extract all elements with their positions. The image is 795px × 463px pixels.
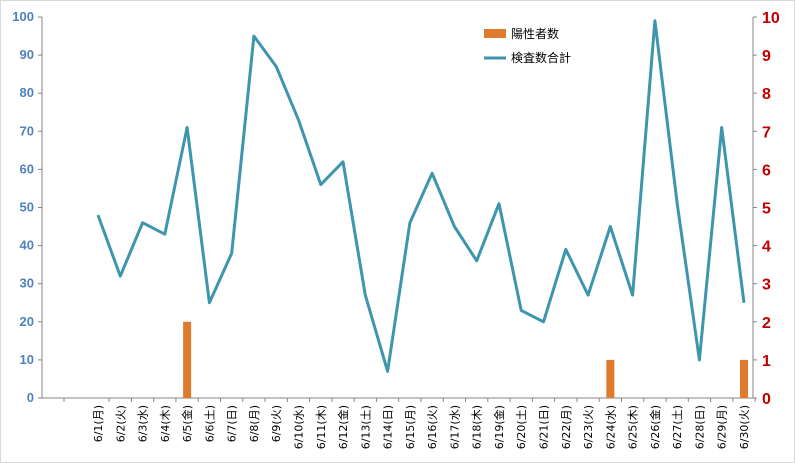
left-tick-label: 10 (20, 352, 34, 367)
x-axis-ticks: 6/1(月) 6/2(火) 6/3(水) 6/4(木) 6/5(金) 6/6(土) 6/7(… (63, 398, 756, 449)
right-tick-label: 9 (762, 48, 771, 65)
legend: 陽性者数 検査数合計 (484, 26, 571, 65)
right-tick-label: 0 (762, 391, 771, 408)
x-tick-label: 6/1(月) (92, 405, 105, 442)
x-tick-label: 6/11(木) (315, 405, 328, 449)
x-tick-label: 6/5(金) (180, 405, 194, 442)
x-tick-label: 6/13(土) (359, 405, 372, 449)
line-test-total (96, 19, 746, 373)
left-tick-label: 80 (20, 85, 34, 100)
left-tick-label: 50 (20, 200, 34, 215)
line-series (96, 19, 746, 373)
x-tick-label: 6/22(月) (560, 405, 573, 449)
x-tick-label: 6/17(水) (448, 405, 461, 449)
right-tick-label: 4 (762, 239, 771, 256)
x-tick-label: 6/23(火) (582, 405, 595, 449)
x-tick-label: 6/10(水) (292, 405, 305, 449)
right-tick-label: 6 (762, 162, 771, 179)
left-tick-label: 90 (20, 47, 34, 62)
x-tick-label: 6/24(水) (604, 405, 617, 449)
right-tick-label: 3 (762, 277, 771, 294)
left-tick-label: 30 (20, 276, 34, 291)
x-tick-label: 6/18(木) (471, 405, 484, 449)
right-tick-label: 8 (762, 86, 771, 103)
left-tick-label: 60 (20, 161, 34, 176)
x-tick-label: 6/27(土) (671, 405, 684, 449)
left-tick-label: 0 (27, 390, 34, 405)
right-tick-label: 1 (762, 353, 771, 370)
bar-positive-count (740, 359, 748, 398)
right-tick-label: 5 (762, 201, 771, 218)
x-tick-label: 6/4(木) (159, 405, 172, 442)
x-tick-label: 6/12(金) (336, 405, 350, 449)
x-tick-label: 6/29(月) (716, 405, 729, 449)
left-axis-ticks: 0 10 20 30 40 50 60 70 80 90 100 (12, 9, 42, 405)
right-tick-label: 2 (762, 315, 771, 332)
bar-positive-count (183, 321, 192, 398)
x-tick-label: 6/30(火) (738, 405, 751, 449)
x-tick-label: 6/7(日) (226, 405, 239, 442)
right-tick-label: 7 (762, 124, 771, 141)
x-tick-label: 6/26(金) (648, 405, 662, 449)
legend-swatch-bar (484, 29, 506, 38)
x-tick-label: 6/19(金) (492, 405, 506, 449)
right-axis-ticks: 0 1 2 3 4 5 6 7 8 9 10 (753, 10, 780, 408)
left-tick-label: 40 (20, 238, 34, 253)
x-tick-label: 6/6(土) (203, 405, 216, 442)
x-tick-label: 6/15(月) (404, 405, 417, 449)
legend-label-bar: 陽性者数 (511, 26, 559, 41)
x-tick-label: 6/21(日) (538, 405, 551, 449)
left-tick-label: 20 (20, 314, 34, 329)
left-tick-label: 70 (20, 123, 34, 138)
x-tick-label: 6/8(月) (248, 405, 261, 442)
right-tick-label: 10 (762, 10, 780, 27)
legend-label-line: 検査数合計 (511, 50, 571, 65)
x-tick-label: 6/20(土) (515, 405, 528, 449)
x-tick-label: 6/16(火) (426, 405, 439, 449)
x-tick-label: 6/3(水) (137, 405, 150, 442)
x-tick-label: 6/9(火) (270, 405, 283, 442)
x-tick-label: 6/25(木) (627, 405, 640, 449)
x-tick-label: 6/28(日) (693, 405, 706, 449)
bar-series (183, 321, 748, 398)
x-tick-label: 6/2(火) (114, 405, 127, 442)
x-tick-label: 6/14(日) (382, 405, 395, 449)
left-tick-label: 100 (12, 9, 34, 24)
bar-positive-count (606, 359, 615, 398)
